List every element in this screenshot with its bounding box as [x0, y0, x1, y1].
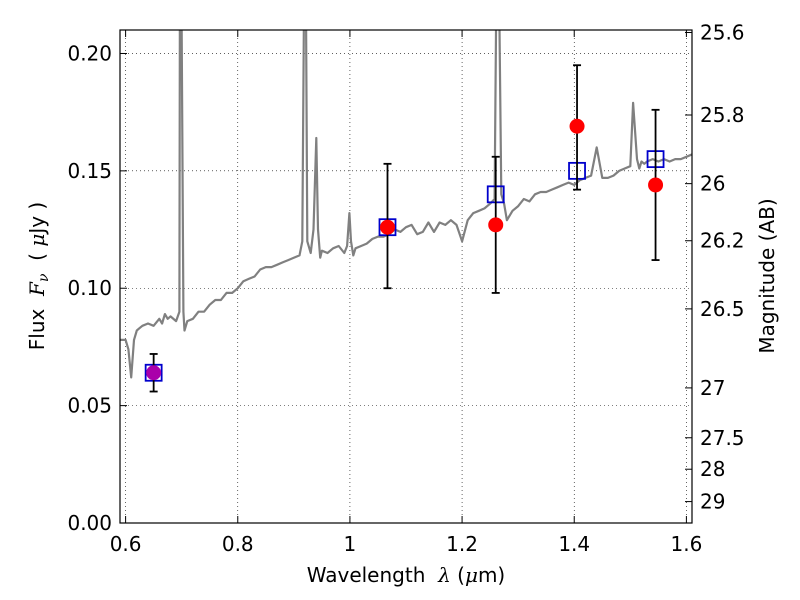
observed-point-marker [146, 365, 162, 381]
mag-tick-label: 28 [700, 457, 725, 481]
y-tick-label: 0.05 [67, 394, 112, 418]
x-tick-label: 1 [344, 532, 357, 556]
plot-background [120, 30, 692, 523]
y-axis-label: Flux Fν ( μJy ) [25, 202, 52, 350]
data-layer [120, 30, 692, 393]
mag-tick-label: 27.5 [700, 426, 745, 450]
x-tick-label: 1.4 [558, 532, 590, 556]
y2-axis-label: Magnitude (AB) [755, 198, 779, 353]
mag-tick-label: 26.5 [700, 297, 745, 321]
mag-tick-label: 29 [700, 490, 725, 514]
spectrum-line [120, 30, 692, 379]
y-tick-label: 0.20 [67, 41, 112, 65]
mag-tick-label: 26 [700, 172, 725, 196]
observed-point-marker [379, 219, 395, 235]
x-axis-label: Wavelength λ (μm) [307, 563, 506, 587]
mag-tick-label: 25.8 [700, 103, 745, 127]
x-tick-label: 0.8 [222, 532, 254, 556]
mag-tick-label: 25.6 [700, 20, 745, 44]
x-tick-label: 1.2 [446, 532, 478, 556]
x-tick-label: 0.6 [110, 532, 142, 556]
observed-point-marker [569, 118, 585, 134]
y-tick-label: 0.10 [67, 276, 112, 300]
mag-tick-label: 27 [700, 376, 725, 400]
y-tick-label: 0.00 [67, 511, 112, 535]
observed-point-marker [488, 217, 504, 233]
mag-tick-label: 26.2 [700, 229, 745, 253]
y-tick-label: 0.15 [67, 159, 112, 183]
plot-frame [119, 29, 693, 524]
x-tick-label: 1.6 [670, 532, 702, 556]
observed-point-marker [648, 177, 664, 193]
ticks: 0.6 0.8 1 1.2 1.4 1.6 0.00 0.05 0.10 0.15 0.20 25.6… [67, 20, 744, 556]
